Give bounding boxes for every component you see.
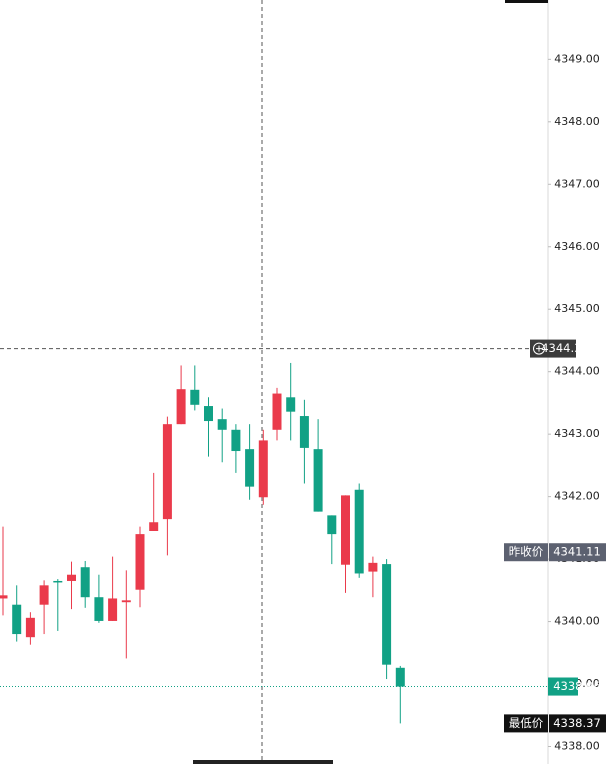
- candle-body: [53, 580, 63, 583]
- candle-body: [327, 515, 337, 535]
- y-tick-label: 4345.00: [554, 302, 600, 315]
- candle-body: [12, 604, 22, 635]
- candle-body: [121, 600, 131, 603]
- candle-body: [135, 534, 145, 590]
- candle-body: [80, 567, 90, 598]
- candle-body: [190, 389, 200, 405]
- crosshair-label: 4344.37: [541, 341, 589, 355]
- y-tick-label: 4346.00: [554, 240, 600, 253]
- candle-body: [368, 562, 378, 572]
- marker-value-box: [549, 543, 606, 562]
- marker-name-box: [504, 714, 548, 733]
- candle-body: [108, 598, 118, 621]
- top-bar: [505, 0, 548, 3]
- y-tick-label: 4338.00: [554, 740, 600, 753]
- marker-value-box: [549, 714, 606, 733]
- candle-body: [341, 495, 350, 565]
- candle-body: [67, 574, 76, 581]
- marker-name: 昨收价: [509, 545, 544, 559]
- y-tick-label: 4347.00: [554, 177, 600, 190]
- last-price-box-pad: [548, 677, 578, 696]
- y-tick-label: 4340.00: [554, 615, 600, 628]
- candle-body: [39, 585, 49, 605]
- scrollbar: [193, 760, 333, 764]
- candle-body: [382, 564, 392, 665]
- candle-body: [217, 419, 227, 430]
- candle-body: [25, 617, 35, 638]
- marker-name: 最低价: [509, 716, 544, 730]
- candle-body: [94, 597, 104, 621]
- marker-value: 4338.37: [553, 716, 601, 730]
- y-tick-label: 4342.00: [554, 490, 600, 503]
- y-tick-label: 4349.00: [554, 52, 600, 65]
- crosshair-icon-plus: [536, 345, 542, 352]
- y-tick-label: 4344.00: [554, 365, 600, 378]
- candle-body: [149, 522, 159, 531]
- y-tick-label: 4348.00: [554, 115, 600, 128]
- candle-body: [231, 429, 241, 452]
- candle-body: [286, 397, 296, 412]
- candle-body: [245, 449, 255, 487]
- candle-body: [272, 393, 282, 430]
- candle-body: [395, 667, 405, 687]
- y-tick-label: 4343.00: [554, 427, 600, 440]
- candle-body: [258, 440, 268, 498]
- candle-body: [354, 489, 364, 574]
- candle-body: [299, 416, 309, 448]
- candle-body: [313, 449, 323, 512]
- crosshair-icon: [533, 342, 545, 355]
- candle-body: [0, 595, 8, 599]
- marker-value: 4341.11: [553, 545, 601, 559]
- candle-body: [204, 406, 213, 422]
- candle-body: [176, 389, 186, 425]
- candle-body: [162, 424, 172, 520]
- last-price-label: 4338.96: [553, 679, 601, 693]
- marker-name-box: [504, 543, 548, 562]
